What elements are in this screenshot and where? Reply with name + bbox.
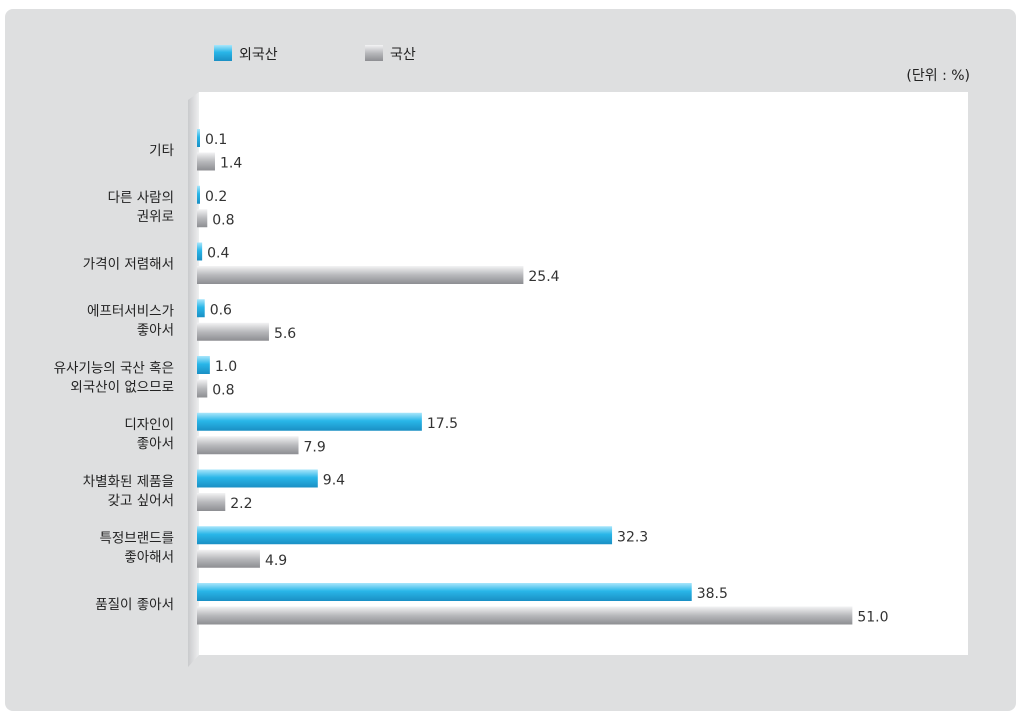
value-label-foreign-4: 0.6 [210, 302, 232, 318]
bar-foreign-8 [197, 526, 613, 545]
value-label-foreign-5: 1.0 [215, 359, 237, 375]
category-label-9: 품질이 좋아서 [95, 597, 174, 613]
category-label-8-line-1: 특정브랜드를 [99, 531, 174, 547]
value-label-foreign-8: 32.3 [617, 529, 648, 545]
bar-domestic-2 [197, 209, 208, 228]
category-label-8-line-2: 좋아해서 [124, 550, 174, 566]
bar-foreign-5 [197, 356, 210, 374]
bar-foreign-7 [197, 469, 318, 488]
category-label-4-line-2: 좋아서 [137, 323, 174, 339]
category-label-2-line-2: 권위로 [137, 209, 174, 225]
value-label-domestic-7: 2.2 [230, 496, 252, 512]
value-label-foreign-7: 9.4 [323, 473, 345, 489]
value-label-domestic-6: 7.9 [304, 439, 326, 455]
value-label-domestic-2: 0.8 [212, 212, 234, 228]
value-label-domestic-1: 1.4 [220, 156, 242, 172]
bar-domestic-6 [197, 436, 299, 455]
bar-domestic-9 [197, 606, 853, 625]
legend-swatch-foreign [214, 45, 232, 61]
plot-area [199, 92, 968, 655]
category-label-5-line-1: 유사기능의 국산 혹은 [54, 360, 174, 376]
category-label-5-line-2: 외국산이 없으므로 [70, 379, 174, 395]
category-label-3: 가격이 저렴해서 [83, 256, 174, 272]
bar-domestic-1 [197, 152, 215, 171]
value-label-foreign-2: 0.2 [205, 189, 227, 205]
bar-domestic-7 [197, 493, 226, 511]
value-label-domestic-3: 25.4 [528, 269, 559, 285]
value-label-domestic-5: 0.8 [212, 383, 234, 399]
legend-swatch-domestic [365, 45, 383, 61]
legend-label-foreign: 외국산 [239, 47, 278, 63]
bar-domestic-4 [197, 322, 269, 341]
category-label-7-line-1: 차별화된 제품을 [83, 474, 174, 490]
category-label-2-line-1: 다른 사람의 [108, 190, 174, 206]
bar-foreign-4 [197, 299, 205, 318]
category-label-6-line-1: 디자인이 [124, 417, 174, 433]
value-label-domestic-4: 5.6 [274, 326, 296, 342]
category-label-6-line-2: 좋아서 [137, 436, 174, 452]
bar-foreign-3 [197, 242, 203, 261]
plot-side-wall [188, 92, 199, 667]
value-label-foreign-6: 17.5 [427, 416, 458, 432]
category-label-7-line-2: 갖고 싶어서 [108, 493, 174, 509]
bar-domestic-3 [197, 266, 524, 284]
legend: 외국산 국산 [214, 45, 416, 63]
unit-note: (단위 : %) [906, 68, 970, 84]
value-label-foreign-3: 0.4 [207, 246, 229, 262]
value-label-domestic-9: 51.0 [857, 610, 888, 626]
bar-domestic-5 [197, 379, 208, 398]
bar-foreign-6 [197, 412, 422, 431]
bar-domestic-8 [197, 549, 260, 568]
legend-label-domestic: 국산 [390, 47, 416, 63]
bar-foreign-2 [197, 185, 200, 204]
value-label-foreign-9: 38.5 [697, 586, 728, 602]
bar-foreign-1 [197, 129, 200, 147]
category-label-4-line-1: 에프터서비스가 [87, 304, 174, 320]
bar-foreign-9 [197, 583, 692, 601]
value-label-domestic-8: 4.9 [265, 553, 287, 569]
category-label-1: 기타 [149, 143, 174, 159]
bars-layer: 0.1 1.4 0.2 0.8 0.4 25.4 0.6 5.6 1.0 0.8 17.5 7.9 9.… [197, 129, 889, 626]
value-label-foreign-1: 0.1 [205, 132, 227, 148]
